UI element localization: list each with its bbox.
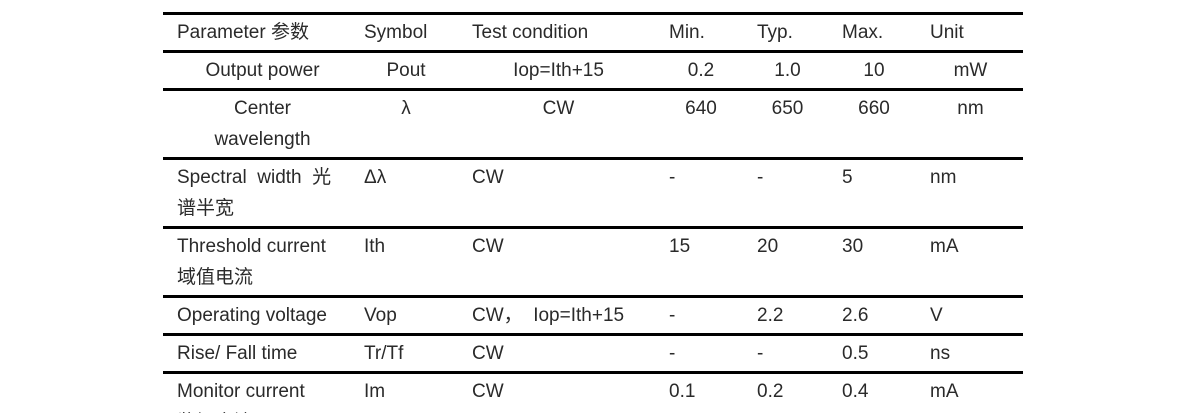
table-cell: Operating voltage [177, 305, 327, 326]
table-cell: nm [957, 98, 984, 119]
table-cell: nm [930, 167, 957, 188]
spec-table-head: Parameter 参数 Symbol Test condition Min. Typ.… [163, 14, 1023, 52]
table-row: Center wavelength λ CW 640 650 660 nm [163, 90, 1023, 159]
table-cell: 0.2 [757, 381, 784, 402]
table-cell: 1.0 [774, 60, 801, 81]
table-cell: mW [953, 60, 988, 81]
column-header: Symbol [364, 22, 428, 43]
table-cell: 660 [858, 98, 890, 119]
table-cell: CW [472, 343, 504, 364]
table-row: Threshold current 域值电流 Ith CW 15 20 30 mA [163, 228, 1023, 297]
table-cell: Rise/ Fall time [177, 343, 298, 364]
table-cell: V [930, 305, 943, 326]
table-cell: ns [930, 343, 951, 364]
table-cell: 0.1 [669, 381, 696, 402]
table-cell: 10 [863, 60, 885, 81]
table-cell: Ith [364, 236, 386, 257]
table-cell: - [669, 305, 676, 326]
table-row: Spectral width 光 谱半宽 Δλ CW - - 5 nm [163, 159, 1023, 228]
table-cell: 640 [685, 98, 717, 119]
table-cell: Spectral width 光 谱半宽 [177, 167, 332, 219]
table-cell: - [669, 167, 676, 188]
table-row: Operating voltage Vop CW， Iop=Ith+15 - 2.2 2.… [163, 297, 1023, 335]
table-row: Output power Pout Iop=Ith+15 0.2 1.0 10 mW [163, 52, 1023, 90]
table-cell: 2.2 [757, 305, 784, 326]
column-header: Max. [842, 22, 884, 43]
table-cell: Output power [205, 60, 320, 81]
table-row: Rise/ Fall time Tr/Tf CW - - 0.5 ns [163, 335, 1023, 373]
table-cell: 0.4 [842, 381, 869, 402]
spec-table-body: Output power Pout Iop=Ith+15 0.2 1.0 10 mW Cent… [163, 52, 1023, 413]
table-cell: - [669, 343, 676, 364]
table-cell: 2.6 [842, 305, 869, 326]
table-cell: 15 [669, 236, 691, 257]
column-header: Unit [930, 22, 964, 43]
table-header-row: Parameter 参数 Symbol Test condition Min. Typ.… [163, 14, 1023, 52]
table-cell: 0.5 [842, 343, 869, 364]
table-row: Monitor current 监视电流 Im CW 0.1 0.2 0.4 mA [163, 373, 1023, 413]
table-cell: Pout [386, 60, 426, 81]
table-cell: Center wavelength [214, 98, 311, 150]
table-cell: - [757, 343, 764, 364]
table-cell: λ [401, 98, 411, 119]
table-cell: mA [930, 236, 959, 257]
spec-table: Parameter 参数 Symbol Test condition Min. Typ.… [163, 12, 1023, 413]
table-cell: CW [472, 236, 504, 257]
table-cell: 650 [771, 98, 804, 119]
table-cell: - [757, 167, 764, 188]
table-cell: Im [364, 381, 386, 402]
table-cell: 0.2 [687, 60, 715, 81]
table-cell: Tr/Tf [364, 343, 404, 364]
table-cell: CW [472, 381, 504, 402]
column-header: Parameter 参数 [177, 22, 309, 43]
column-header: Typ. [757, 22, 793, 43]
table-cell: mA [930, 381, 959, 402]
table-cell: Threshold current 域值电流 [177, 236, 326, 288]
table-cell: Vop [364, 305, 397, 326]
table-cell: CW [542, 98, 575, 119]
column-header: Test condition [472, 22, 589, 43]
table-cell: Iop=Ith+15 [513, 60, 604, 81]
table-cell: Monitor current 监视电流 [177, 381, 305, 413]
table-cell: Δλ [364, 167, 387, 188]
table-cell: CW， Iop=Ith+15 [472, 305, 625, 326]
table-cell: 5 [842, 167, 853, 188]
table-cell: CW [472, 167, 504, 188]
column-header: Min. [669, 22, 705, 43]
table-cell: 30 [842, 236, 864, 257]
table-cell: 20 [757, 236, 779, 257]
